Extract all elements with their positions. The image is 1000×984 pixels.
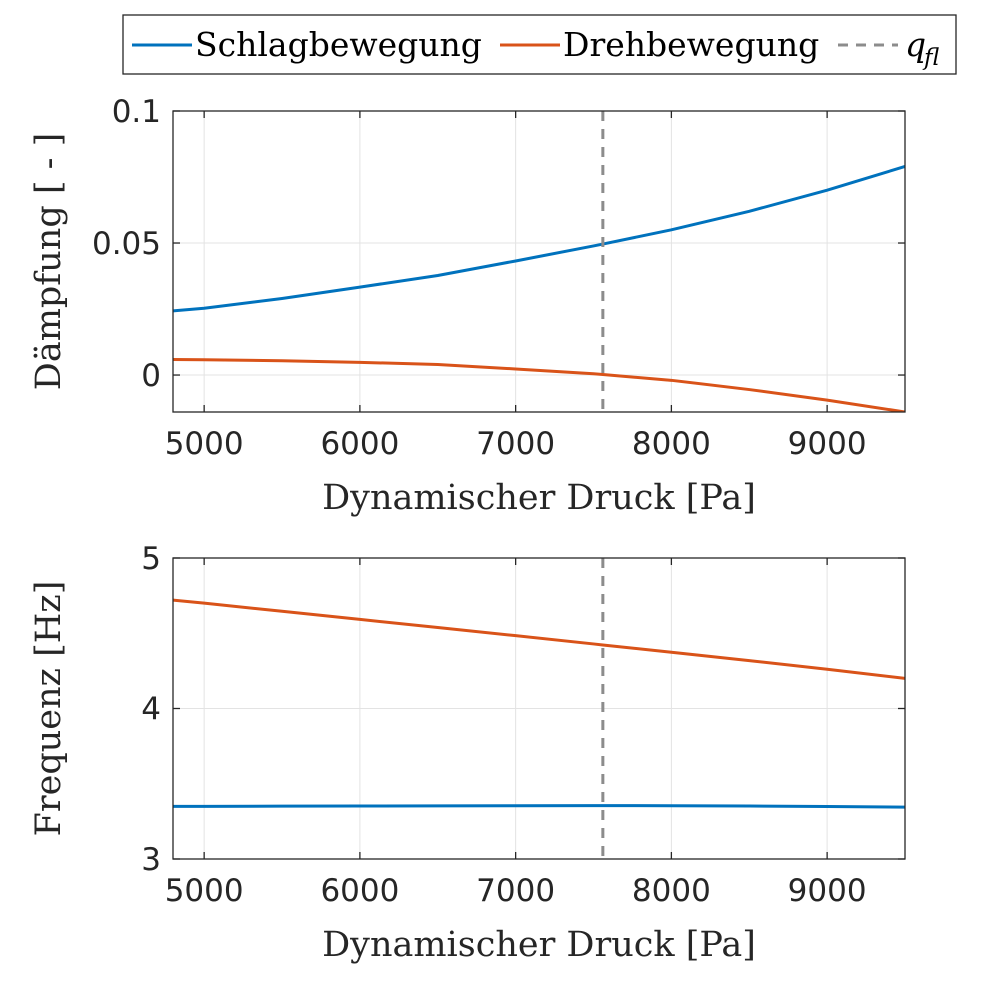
legend-label-dreh: Drehbewegung — [563, 25, 819, 64]
legend-label-schlag: Schlagbewegung — [195, 25, 482, 64]
x-tick-label: 9000 — [788, 426, 867, 462]
x-axis-label: Dynamischer Druck [Pa] — [322, 478, 756, 518]
plot-area — [173, 111, 905, 412]
y-tick-label: 0.05 — [92, 226, 161, 262]
series-line-schlagbewegung — [173, 804, 905, 809]
y-tick-label: 4 — [141, 692, 161, 728]
x-axis-label: Dynamischer Druck [Pa] — [322, 925, 756, 965]
legend-label-qfl: q — [905, 25, 926, 64]
x-tick-label: 6000 — [320, 873, 399, 909]
series-line-schlagbewegung — [173, 165, 905, 313]
series-line-drehbewegung — [173, 357, 905, 412]
y-tick-label: 0.1 — [112, 94, 161, 130]
y-tick-label: 0 — [141, 358, 161, 394]
series-line-drehbewegung — [173, 598, 905, 680]
y-tick-label: 3 — [141, 842, 161, 878]
x-tick-label: 5000 — [165, 873, 244, 909]
x-tick-label: 7000 — [476, 873, 555, 909]
y-axis-label: Dämpfung [ - ] — [29, 133, 69, 390]
x-tick-label: 8000 — [632, 426, 711, 462]
x-tick-label: 6000 — [320, 426, 399, 462]
y-axis-label: Frequenz [Hz] — [29, 581, 69, 837]
axes-box — [172, 110, 906, 413]
legend-label-qfl-subscript: fl — [922, 45, 939, 71]
chart-panel-daempfung: 5000 6000 7000 8000 9000 0 0.05 0.1 Dynamischer … — [29, 94, 906, 518]
x-tick-label: 7000 — [476, 426, 555, 462]
x-tick-label: 8000 — [632, 873, 711, 909]
y-tick-label: 5 — [141, 541, 161, 577]
x-tick-label: 9000 — [788, 873, 867, 909]
x-tick-label: 5000 — [165, 426, 244, 462]
legend: Schlagbewegung Drehbewegung q fl — [122, 14, 957, 75]
chart-panel-frequenz: 5000 6000 7000 8000 9000 3 4 5 Dynamischer Druck… — [29, 541, 906, 965]
